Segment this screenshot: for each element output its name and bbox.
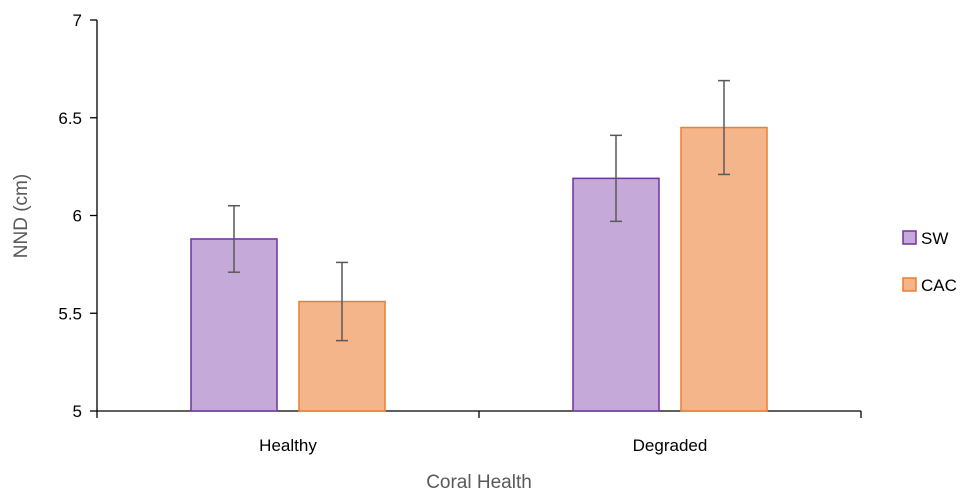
legend: SW CAC	[902, 229, 957, 295]
x-tick-label: Healthy	[259, 436, 317, 455]
legend-label-cac: CAC	[921, 276, 957, 295]
legend-swatch-sw	[902, 230, 917, 245]
legend-swatch-cac	[902, 277, 917, 292]
y-tick-label: 6.5	[58, 109, 82, 128]
x-tick-labels: Healthy Degraded	[259, 436, 707, 455]
error-bars	[228, 79, 730, 342]
y-tick-label: 7	[73, 11, 82, 30]
y-tick-label: 5.5	[58, 304, 82, 323]
bar-cac-healthy	[298, 300, 386, 412]
legend-label-sw: SW	[921, 229, 948, 248]
y-axis-title: NND (cm)	[11, 174, 32, 258]
x-axis-title: Coral Health	[426, 472, 532, 493]
bars	[190, 126, 768, 412]
y-tick-label: 5	[73, 402, 82, 421]
y-tick-label: 6	[73, 207, 82, 226]
x-tick-label: Degraded	[633, 436, 708, 455]
y-tick-labels: 5 5.5 6 6.5 7	[58, 11, 82, 421]
